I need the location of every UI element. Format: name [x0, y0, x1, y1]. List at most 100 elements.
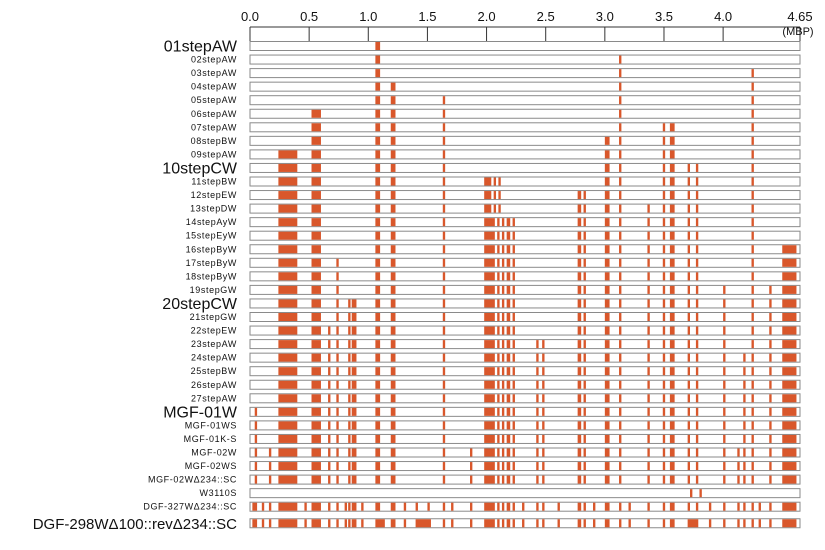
deletion-segment: [542, 519, 545, 528]
deletion-segment: [501, 353, 505, 362]
deletion-segment: [497, 299, 500, 308]
deletion-segment: [304, 519, 307, 528]
deletion-segment: [669, 272, 675, 281]
strain-row: 16stepByW: [186, 244, 801, 255]
deletion-segment: [669, 326, 675, 335]
deletion-segment: [484, 258, 495, 267]
deletion-segment: [669, 434, 675, 443]
deletion-segment: [351, 313, 357, 321]
deletion-segment: [583, 407, 586, 416]
deletion-segment: [536, 475, 539, 484]
deletion-segment: [751, 150, 754, 159]
deletion-segment: [390, 285, 396, 294]
strain-label: 14stepAyW: [186, 217, 237, 227]
deletion-segment: [252, 519, 258, 528]
deletion-segment: [506, 231, 511, 240]
deletion-segment: [442, 258, 446, 267]
deletion-segment: [782, 502, 797, 511]
deletion-segment: [695, 191, 699, 200]
deletion-segment: [647, 353, 650, 362]
deletion-segment: [619, 462, 622, 471]
deletion-segment: [311, 421, 321, 430]
genome-track: [249, 406, 801, 417]
deletion-segment: [687, 434, 690, 443]
deletion-segment: [751, 258, 754, 267]
deletion-segment: [390, 96, 396, 105]
deletion-segment: [542, 367, 545, 376]
strain-label: 11stepBW: [191, 177, 237, 187]
strain-label: 22stepEW: [191, 326, 237, 336]
deletion-segment: [470, 448, 473, 457]
deletion-segment: [311, 502, 321, 511]
deletion-segment: [506, 299, 511, 308]
deletion-segment: [415, 502, 418, 511]
deletion-segment: [647, 245, 650, 254]
deletion-segment: [375, 150, 381, 159]
x-tick-label: 2.0: [478, 9, 496, 24]
deletion-segment: [723, 313, 726, 321]
deletion-segment: [375, 340, 381, 349]
deletion-segment: [311, 475, 321, 484]
genome-track: [249, 230, 801, 241]
x-tick-label: 1.0: [359, 9, 377, 24]
deletion-segment: [751, 462, 754, 471]
deletion-segment: [647, 258, 650, 267]
deletion-segment: [687, 462, 690, 471]
deletion-segment: [311, 394, 321, 403]
deletion-segment: [484, 326, 495, 335]
deletion-segment: [506, 434, 511, 443]
deletion-segment: [669, 123, 675, 132]
deletion-segment: [619, 421, 622, 430]
deletion-segment: [470, 502, 473, 511]
deletion-segment: [662, 245, 666, 254]
deletion-segment: [751, 475, 754, 484]
deletion-segment: [593, 519, 596, 528]
deletion-segment: [375, 258, 381, 267]
deletion-segment: [375, 285, 381, 294]
deletion-segment: [708, 502, 712, 511]
genome-track: [249, 135, 801, 146]
deletion-segment: [442, 434, 446, 443]
deletion-segment: [769, 353, 772, 362]
deletion-segment: [328, 434, 331, 443]
deletion-segment: [669, 340, 675, 349]
deletion-segment: [699, 489, 702, 498]
deletion-segment: [687, 299, 690, 308]
deletion-segment: [390, 272, 396, 281]
strain-row: 11stepBW: [191, 176, 801, 187]
deletion-segment: [375, 69, 381, 78]
strain-row: MGF-02W: [191, 447, 801, 458]
deletion-segment: [328, 407, 331, 416]
deletion-segment: [390, 367, 396, 376]
deletion-segment: [506, 448, 511, 457]
deletion-segment: [583, 434, 586, 443]
deletion-segment: [782, 340, 797, 349]
deletion-segment: [695, 462, 699, 471]
deletion-segment: [512, 258, 515, 267]
deletion-segment: [769, 502, 772, 511]
deletion-segment: [512, 272, 515, 281]
deletion-segment: [328, 367, 331, 376]
deletion-segment: [751, 245, 754, 254]
strain-label: 02stepAW: [191, 55, 237, 65]
deletion-segment: [723, 326, 726, 335]
deletion-segment: [577, 367, 582, 376]
deletion-segment: [311, 299, 321, 308]
deletion-segment: [743, 462, 746, 471]
deletion-segment: [497, 245, 500, 254]
deletion-segment: [577, 218, 582, 227]
deletion-segment: [311, 245, 321, 254]
deletion-segment: [512, 502, 515, 511]
deletion-segment: [506, 475, 511, 484]
deletion-segment: [687, 191, 690, 200]
deletion-segment: [536, 394, 539, 403]
deletion-segment: [647, 218, 650, 227]
deletion-segment: [628, 519, 631, 528]
deletion-segment: [577, 326, 582, 335]
deletion-segment: [442, 109, 446, 118]
deletion-segment: [577, 448, 582, 457]
deletion-segment: [348, 434, 351, 443]
deletion-segment: [669, 519, 675, 528]
deletion-segment: [723, 353, 726, 362]
